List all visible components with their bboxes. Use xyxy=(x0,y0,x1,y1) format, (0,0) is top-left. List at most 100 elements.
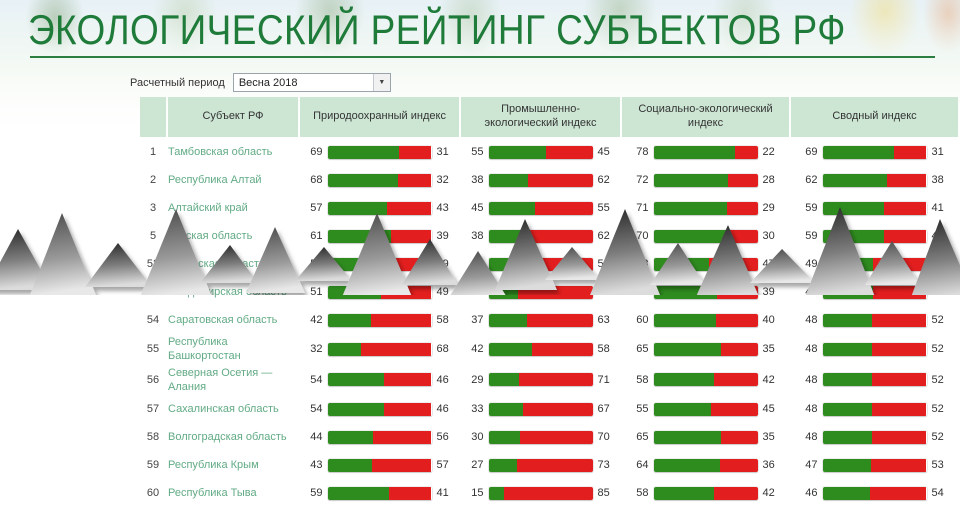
green-value: 38 xyxy=(471,174,484,186)
table-row: 1 Тамбовская область 69 31 55 45 78 22 69 31 xyxy=(140,138,958,166)
period-label: Расчетный период xyxy=(130,76,225,89)
bar-green-segment xyxy=(822,201,884,215)
period-select[interactable]: Весна 2018 ▼ xyxy=(232,73,391,92)
chevron-down-icon: ▼ xyxy=(372,74,390,91)
index-cell: 68 32 xyxy=(300,173,459,187)
red-value: 62 xyxy=(597,174,610,186)
table-row: 60 Республика Тыва 59 41 15 85 58 42 46 54 xyxy=(140,479,958,507)
red-value: 72 xyxy=(597,286,610,298)
subject-link[interactable]: Северная Осетия — Алания xyxy=(168,366,273,393)
index-bar xyxy=(653,342,758,356)
subject-link[interactable]: Республика Алтай xyxy=(168,173,262,186)
index-cell: 61 39 xyxy=(622,285,789,299)
index-cell: 59 41 xyxy=(791,201,958,215)
bar-red-segment xyxy=(516,458,593,472)
bar-green-segment xyxy=(653,430,722,444)
index-bar xyxy=(822,342,927,356)
subject-link[interactable]: Республика Крым xyxy=(168,459,259,472)
bar-green-segment xyxy=(822,173,887,187)
subject-cell: Саратовская область xyxy=(168,313,298,327)
bar-red-segment xyxy=(532,257,593,271)
bar-green-segment xyxy=(822,458,872,472)
green-value: 58 xyxy=(636,487,649,500)
subject-link[interactable]: Волгоградская область xyxy=(168,431,287,444)
subject-link[interactable]: Алтайский край xyxy=(168,201,248,214)
index-cell: 54 46 xyxy=(300,402,459,416)
index-bar xyxy=(327,257,432,271)
index-bar xyxy=(653,145,758,159)
green-value: 61 xyxy=(636,286,649,298)
bar-green-segment xyxy=(822,430,873,444)
subject-cell: Псковская область xyxy=(168,257,298,271)
index-cell: 37 63 xyxy=(461,313,620,327)
green-value: 30 xyxy=(471,431,484,444)
bar-green-segment xyxy=(327,486,389,500)
green-value: 65 xyxy=(636,343,649,356)
bar-green-segment xyxy=(653,285,717,299)
subject-link[interactable]: Республика Башкортостан xyxy=(168,336,241,363)
green-value: 44 xyxy=(310,431,323,444)
green-value: 38 xyxy=(471,230,484,242)
red-value: 40 xyxy=(762,314,775,326)
subject-link[interactable]: Саратовская область xyxy=(168,313,278,326)
bar-green-segment xyxy=(822,402,873,416)
red-value: 45 xyxy=(762,403,775,416)
index-cell: 71 29 xyxy=(622,201,789,215)
red-value: 71 xyxy=(597,373,610,386)
bar-green-segment xyxy=(327,201,387,215)
bar-red-segment xyxy=(380,285,432,299)
index-bar xyxy=(488,145,593,159)
rank-cell: 56 xyxy=(146,373,160,386)
subject-link[interactable]: Тамбовская область xyxy=(168,145,273,158)
bar-green-segment xyxy=(653,229,727,243)
red-value: 73 xyxy=(597,459,610,472)
bar-red-segment xyxy=(386,201,432,215)
red-value: 70 xyxy=(597,431,610,444)
bar-red-segment xyxy=(371,313,432,327)
rank-cell: 53 xyxy=(146,286,160,298)
bar-green-segment xyxy=(653,486,714,500)
index-bar xyxy=(822,145,927,159)
index-bar xyxy=(653,201,758,215)
red-value: 52 xyxy=(931,403,944,416)
subject-link[interactable]: Курская область xyxy=(168,229,253,242)
green-value: 48 xyxy=(805,343,818,356)
header-social-index: Социально-экологический индекс xyxy=(622,97,790,137)
subject-link[interactable]: Псковская область xyxy=(168,257,265,270)
green-value: 28 xyxy=(471,286,484,298)
index-cell: 28 72 xyxy=(461,285,620,299)
red-value: 42 xyxy=(762,373,775,386)
index-cell: 64 36 xyxy=(622,458,789,472)
bar-green-segment xyxy=(822,313,873,327)
bar-green-segment xyxy=(822,229,884,243)
table-row: 3 Алтайский край 57 43 45 55 71 29 59 41 xyxy=(140,194,958,222)
bar-green-segment xyxy=(488,373,519,387)
index-bar xyxy=(327,173,432,187)
subject-link[interactable]: Владимирская область xyxy=(168,285,287,298)
bar-green-segment xyxy=(653,313,716,327)
red-value: 54 xyxy=(931,487,944,500)
index-cell: 44 56 xyxy=(300,430,459,444)
index-cell: 42 58 xyxy=(300,313,459,327)
index-cell: 46 54 xyxy=(791,486,958,500)
period-selected-value: Весна 2018 xyxy=(238,76,298,89)
subject-cell: Курская область xyxy=(168,229,298,243)
green-value: 65 xyxy=(636,431,649,444)
index-cell: 72 28 xyxy=(622,173,789,187)
subject-link[interactable]: Сахалинская область xyxy=(168,403,279,416)
bar-green-segment xyxy=(327,430,374,444)
rank-cell: 60 xyxy=(146,487,160,500)
red-value: 51 xyxy=(931,286,944,298)
subject-cell: Алтайский край xyxy=(168,201,298,215)
bar-red-segment xyxy=(372,458,432,472)
index-bar xyxy=(327,145,432,159)
table-row: 5 Курская область 61 39 38 62 70 30 59 41 xyxy=(140,222,958,250)
subject-link[interactable]: Республика Тыва xyxy=(168,487,257,500)
index-bar xyxy=(653,458,758,472)
red-value: 67 xyxy=(597,403,610,416)
bar-red-segment xyxy=(727,201,758,215)
green-value: 32 xyxy=(310,343,323,356)
bar-green-segment xyxy=(327,173,399,187)
bar-red-segment xyxy=(720,458,758,472)
green-value: 42 xyxy=(310,314,323,326)
